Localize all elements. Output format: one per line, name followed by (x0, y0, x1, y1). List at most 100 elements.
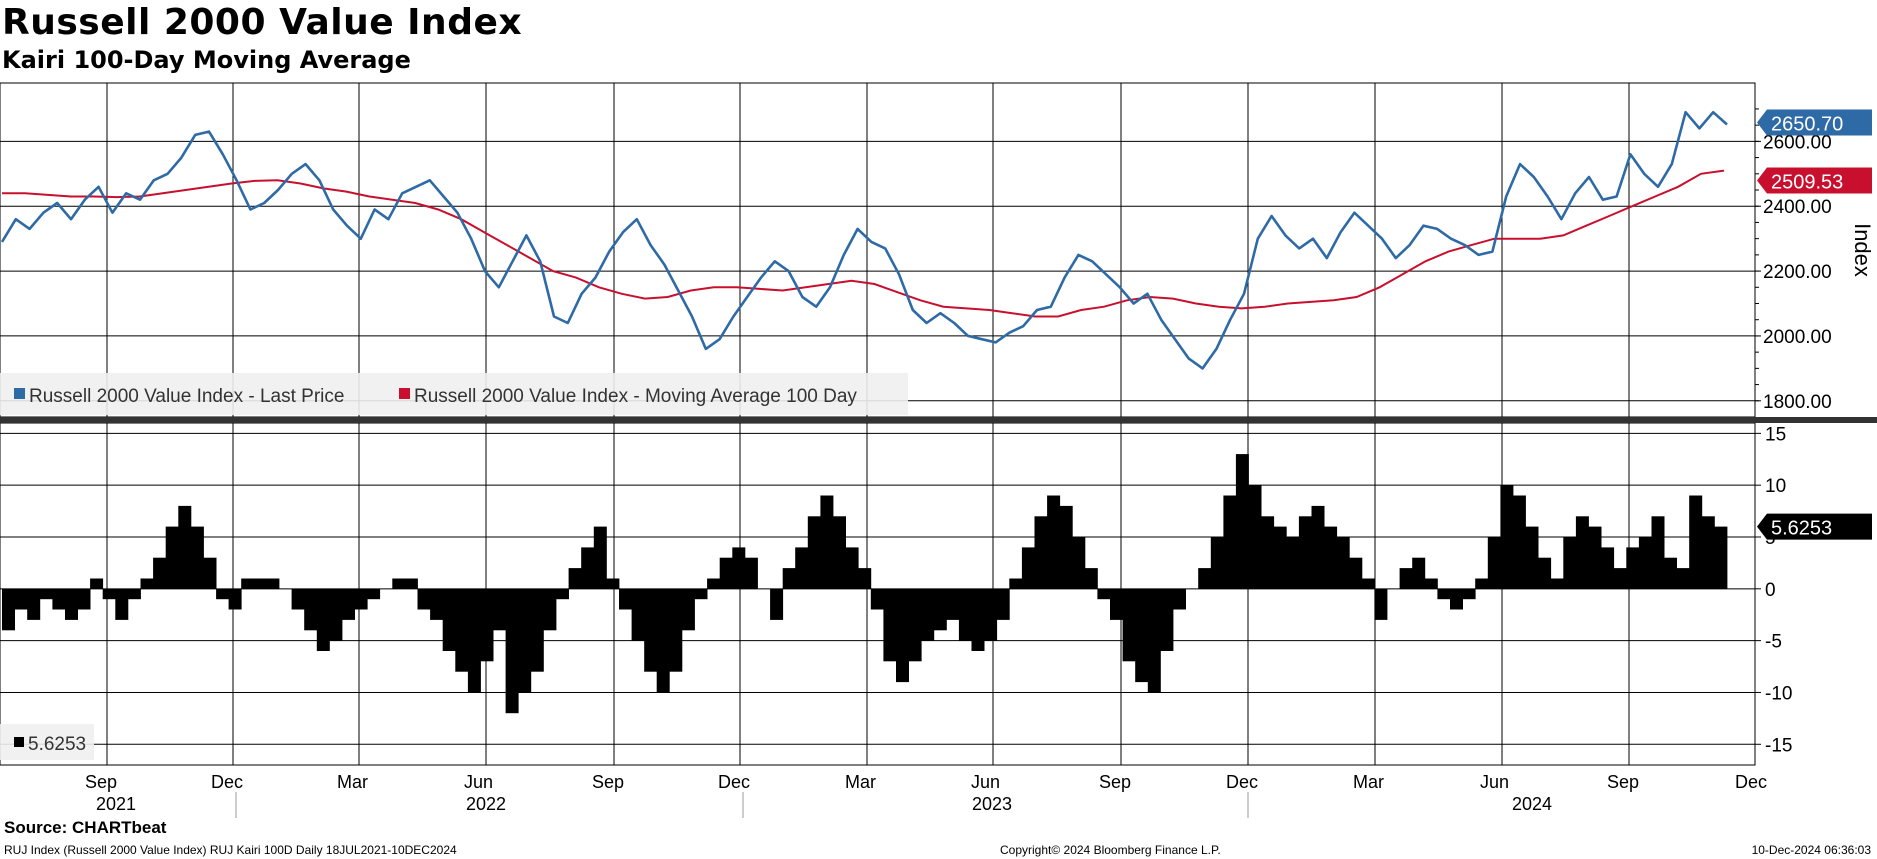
kairi-bar (153, 557, 167, 589)
kairi-bar (1122, 588, 1136, 662)
kairi-bar (1450, 588, 1463, 610)
kairi-bar (833, 516, 846, 589)
ma-100-line (2, 169, 1725, 318)
kairi-bar (1248, 485, 1262, 589)
month-tick-label: Jun (464, 772, 493, 792)
kairi-bar (1135, 588, 1149, 683)
kairi-bar (1676, 568, 1690, 589)
kairi-bar (1210, 537, 1224, 589)
kairi-bar (1626, 547, 1640, 589)
kairi-bar (1324, 526, 1338, 589)
legend-swatch-price (14, 388, 25, 399)
kairi-bar (178, 505, 192, 589)
kairi-bar (329, 588, 343, 641)
kairi-bar (392, 578, 406, 589)
kairi-bar (694, 588, 708, 600)
kairi-bar (216, 588, 230, 600)
month-tick-label: Sep (592, 772, 624, 792)
upper-y-axis-label: Index (1850, 223, 1875, 277)
kairi-bar (1424, 578, 1438, 589)
kairi-bar (1575, 516, 1589, 589)
price-last-value-tag: 2650.70 (1771, 114, 1843, 136)
kairi-bar (870, 588, 884, 610)
kairi-bar (467, 588, 481, 693)
kairi-bar (505, 588, 519, 714)
kairi-bar (1701, 516, 1715, 589)
kairi-bar (1072, 537, 1086, 589)
kairi-bar (1198, 568, 1212, 589)
kairi-bar (1487, 537, 1501, 589)
kairi-last-value-tag-bg (1757, 513, 1872, 540)
kairi-bar (530, 588, 544, 672)
kairi-bar (115, 588, 129, 620)
kairi-bar (1512, 495, 1526, 589)
kairi-bar (1538, 557, 1552, 589)
kairi-bar (556, 588, 569, 600)
kairi-bar (1714, 526, 1728, 589)
kairi-bar (1047, 495, 1061, 589)
kairi-bar (782, 568, 796, 589)
kairi-bar (644, 588, 658, 672)
kairi-bar (1399, 568, 1413, 589)
year-tick-label: 2021 (96, 794, 136, 814)
kairi-bar (1550, 578, 1564, 589)
kairi-bar (896, 588, 909, 683)
footer-copyright: Copyright© 2024 Bloomberg Finance L.P. (1000, 843, 1221, 857)
kairi-bar (858, 568, 872, 589)
kairi-bar (417, 588, 431, 610)
kairi-bar (39, 588, 53, 600)
lower-y-tick-label: -15 (1765, 735, 1792, 756)
kairi-bar (656, 588, 670, 693)
kairi-bar (1160, 588, 1174, 651)
kairi-bar (719, 557, 733, 589)
source-note: Source: CHARTbeat (4, 818, 167, 837)
kairi-bar (266, 578, 280, 589)
kairi-bar (1689, 495, 1703, 589)
kairi-bar (933, 588, 947, 631)
kairi-bar (1261, 516, 1275, 589)
kairi-bar (568, 568, 582, 589)
kairi-bar (304, 588, 318, 631)
footer-timestamp: 10-Dec-2024 06:36:03 (1751, 843, 1871, 857)
upper-y-tick-label: 2400.00 (1763, 197, 1832, 218)
kairi-bar (619, 588, 632, 610)
kairi-bar (1361, 578, 1375, 589)
legend-swatch-ma (399, 388, 410, 399)
chart-subtitle: Kairi 100-Day Moving Average (2, 46, 411, 74)
kairi-bar (732, 547, 746, 589)
legend-label-price: Russell 2000 Value Index - Last Price (29, 386, 344, 407)
kairi-bar (1273, 526, 1287, 589)
kairi-bar (1412, 557, 1426, 589)
kairi-bar (958, 588, 972, 641)
kairi-bar (1009, 578, 1023, 589)
kairi-bar (90, 578, 104, 589)
kairi-bar (1475, 578, 1489, 589)
kairi-last-value-tag: 5.6253 (1771, 518, 1832, 540)
kairi-bar (2, 588, 15, 631)
month-tick-label: Jun (1480, 772, 1509, 792)
month-tick-label: Dec (1226, 772, 1258, 792)
kairi-bar (1298, 516, 1312, 589)
kairi-bar (1173, 588, 1186, 610)
kairi-bar (1235, 454, 1249, 589)
kairi-bar (65, 588, 78, 620)
kairi-bar (883, 588, 897, 662)
kairi-bar (228, 588, 242, 610)
kairi-bar (908, 588, 922, 662)
kairi-bar (984, 588, 998, 641)
kairi-bar (14, 588, 28, 610)
kairi-bar (543, 588, 557, 631)
kairi-bar (404, 578, 418, 589)
kairi-bar (946, 588, 960, 620)
kairi-bar (845, 547, 859, 589)
kairi-bar (480, 588, 494, 662)
kairi-bar (442, 588, 456, 651)
upper-y-tick-label: 2000.00 (1763, 327, 1832, 348)
kairi-bar (52, 588, 66, 610)
kairi-bar (1525, 526, 1539, 589)
upper-legend-box (0, 373, 908, 415)
month-tick-label: Sep (85, 772, 117, 792)
kairi-bar (1601, 547, 1615, 589)
kairi-bar (1563, 537, 1577, 589)
kairi-bar (1349, 557, 1363, 589)
